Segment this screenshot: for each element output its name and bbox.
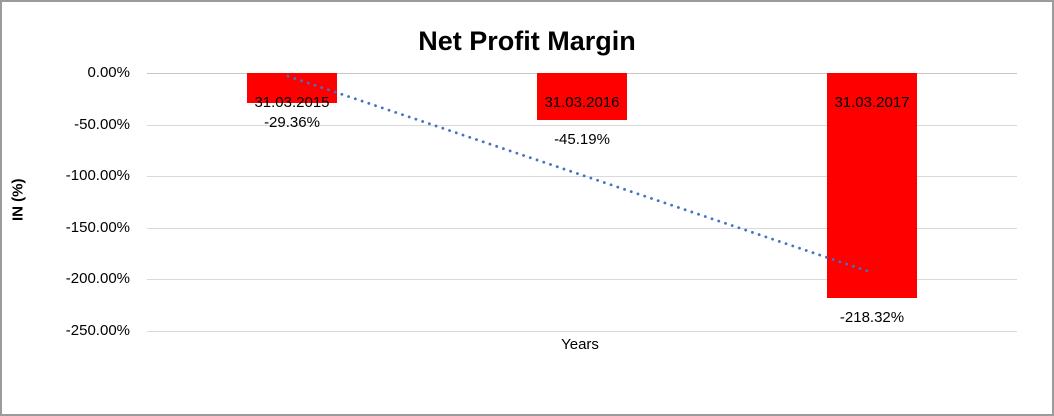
y-axis-tick-label: -50.00% [74,116,130,133]
y-axis-title: IN (%) [9,178,27,222]
category-label: 31.03.2015 [254,94,330,111]
y-axis-tick-label: -200.00% [65,270,130,287]
data-label: -218.32% [839,309,905,327]
chart-title: Net Profit Margin [418,26,636,56]
category-label: 31.03.2017 [834,94,910,111]
category-label: 31.03.2016 [544,94,620,111]
y-axis-tick-label: 0.00% [87,64,130,81]
y-axis-tick-label: -150.00% [65,219,130,236]
x-axis-title: Years [561,336,599,353]
gridline [147,279,1017,280]
gridline [147,331,1017,332]
y-axis-tick-label: -250.00% [65,322,130,339]
data-label: -29.36% [264,114,320,132]
y-axis-tick-label: -100.00% [65,167,130,184]
data-label: -45.19% [554,130,610,148]
